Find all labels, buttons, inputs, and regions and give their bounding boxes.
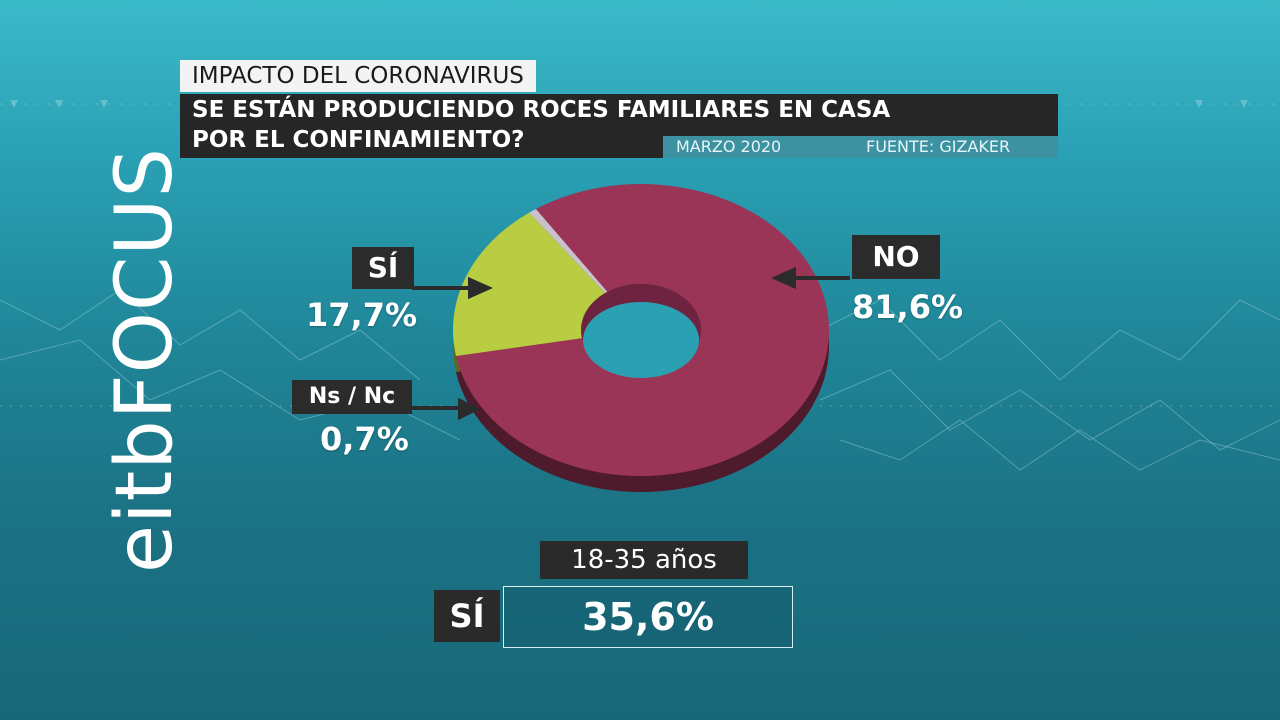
subgroup-answer-tag: SÍ: [434, 590, 500, 642]
label-no-value: 81,6%: [852, 288, 964, 326]
arrow-si-head: [468, 276, 493, 300]
kicker-label: IMPACTO DEL CORONAVIRUS: [180, 60, 536, 92]
subgroup-value: 35,6%: [503, 586, 793, 648]
question-box: SE ESTÁN PRODUCIENDO ROCES FAMILIARES EN…: [180, 94, 1058, 158]
donut-hole: [583, 302, 699, 378]
label-nsnc-value: 0,7%: [320, 420, 409, 458]
label-si-tag: SÍ: [352, 247, 414, 289]
age-group-tag: 18-35 años: [540, 541, 748, 579]
donut-top: [453, 184, 829, 477]
label-no-tag: NO: [852, 235, 940, 279]
slice-ns-nc: [529, 208, 608, 294]
meta-band: [663, 136, 1058, 158]
label-nsnc-tag: Ns / Nc: [292, 380, 412, 414]
question-line-1: SE ESTÁN PRODUCIENDO ROCES FAMILIARES EN…: [192, 97, 891, 123]
data-source: FUENTE: GIZAKER: [866, 137, 1011, 156]
slice-s: [453, 212, 606, 356]
label-si-value: 17,7%: [306, 296, 418, 334]
donut-hole: [581, 284, 701, 378]
arrow-nsnc-head: [458, 397, 481, 421]
slice-no: [455, 184, 829, 477]
survey-date: MARZO 2020: [676, 137, 782, 156]
question-line-2: POR EL CONFINAMIENTO?: [192, 127, 525, 153]
arrow-no-head: [771, 266, 796, 290]
